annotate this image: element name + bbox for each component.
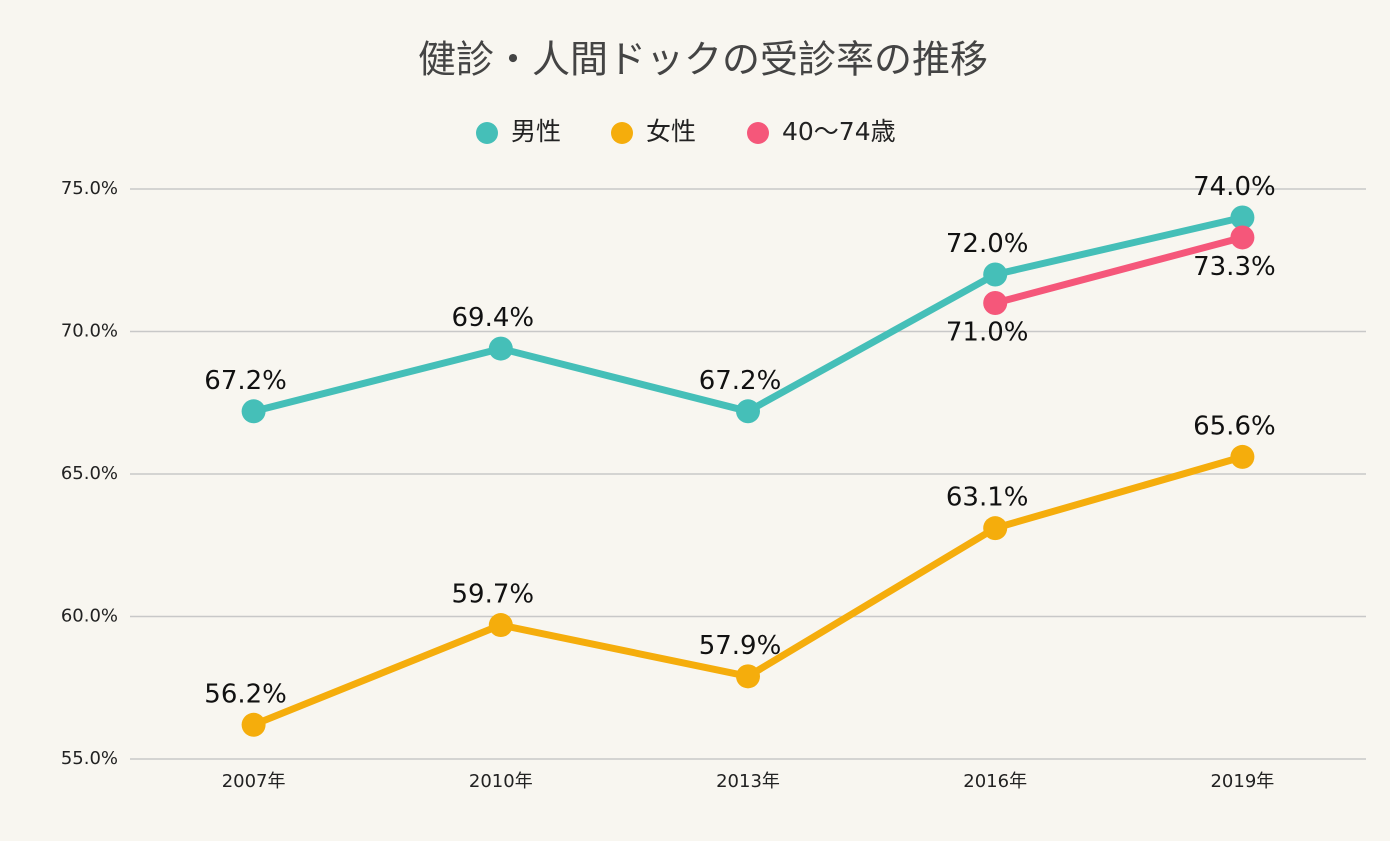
y-tick-label: 65.0% (61, 463, 118, 484)
y-tick-label: 70.0% (61, 321, 118, 342)
data-point (736, 399, 760, 424)
data-point (1230, 205, 1255, 230)
data-point (488, 336, 513, 361)
data-label: 72.0% (946, 229, 1029, 259)
data-label: 56.2% (204, 679, 287, 709)
data-label: 59.7% (451, 580, 534, 610)
legend-label: 男性 (511, 117, 561, 146)
data-label: 65.6% (1193, 411, 1276, 441)
series-line (994, 234, 1244, 307)
data-label: 74.0% (1193, 172, 1276, 202)
data-point (736, 664, 760, 689)
x-tick-label: 2007年 (222, 771, 286, 792)
data-point (241, 399, 266, 424)
data-point (488, 613, 513, 638)
data-label: 73.3% (1193, 252, 1276, 282)
data-label: 67.2% (699, 366, 782, 396)
legend-label: 40〜74歳 (782, 117, 896, 146)
data-label: 57.9% (699, 631, 782, 661)
x-tick-label: 2010年 (469, 771, 533, 792)
data-point (1230, 225, 1255, 250)
data-label: 69.4% (451, 303, 534, 333)
legend-marker (747, 122, 769, 144)
y-tick-label: 55.0% (61, 748, 118, 769)
data-point (983, 262, 1008, 287)
y-tick-label: 75.0% (61, 178, 118, 199)
data-point (1230, 444, 1255, 469)
x-tick-label: 2013年 (716, 771, 780, 792)
x-tick-label: 2019年 (1210, 771, 1274, 792)
data-label: 71.0% (946, 318, 1029, 348)
chart-title: 健診・人間ドックの受診率の推移 (418, 38, 988, 82)
data-point (241, 712, 266, 737)
data-label: 63.1% (946, 483, 1029, 513)
x-tick-label: 2016年 (963, 771, 1027, 792)
legend-marker (611, 122, 633, 144)
data-point (983, 291, 1008, 315)
data-point (983, 516, 1008, 541)
data-label: 67.2% (204, 366, 287, 396)
y-tick-label: 60.0% (61, 606, 118, 627)
legend-label: 女性 (646, 117, 696, 146)
legend-marker (476, 122, 498, 144)
